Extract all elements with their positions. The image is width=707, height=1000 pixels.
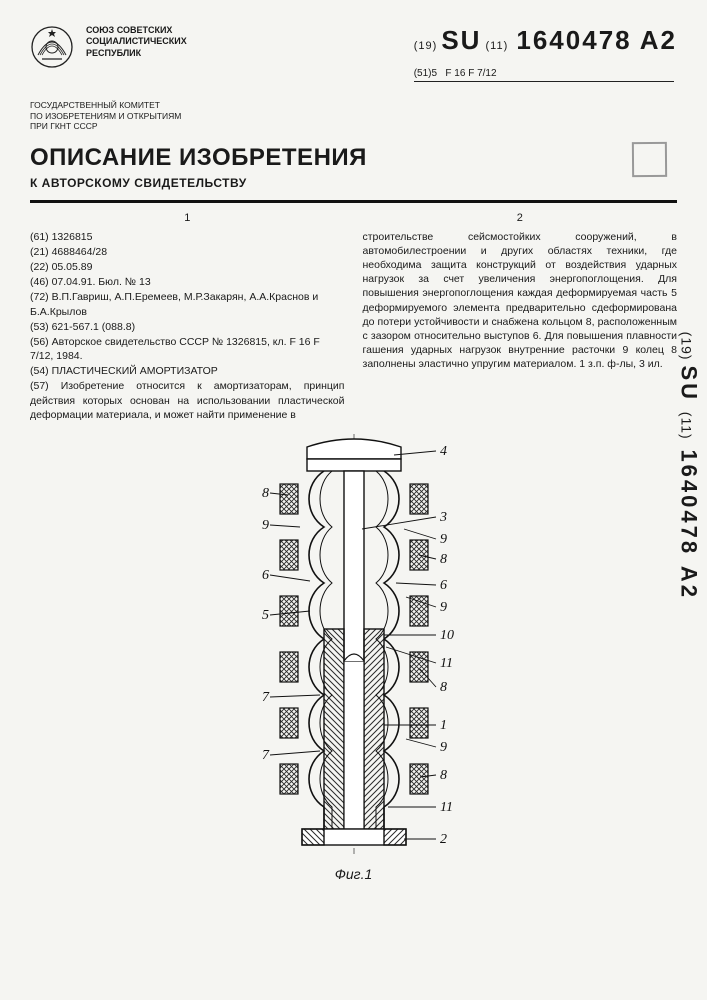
side-kind: A2 <box>676 566 701 600</box>
pub-number-prefix: (11) <box>486 40 509 52</box>
callout: 7 <box>262 748 270 763</box>
issuer-line: СОЦИАЛИСТИЧЕСКИХ <box>86 36 187 47</box>
biblio-61: (61) 1326815 <box>30 230 345 244</box>
callout: 9 <box>440 740 447 755</box>
document-subtitle: К АВТОРСКОМУ СВИДЕТЕЛЬСТВУ <box>30 176 677 190</box>
ipc-value: F 16 F 7/12 <box>445 68 496 79</box>
biblio-72: (72) В.П.Гавриш, А.П.Еремеев, М.Р.Закаря… <box>30 290 345 318</box>
ipc-prefix: (51)5 <box>414 68 437 79</box>
biblio-53: (53) 621-567.1 (088.8) <box>30 320 345 334</box>
callout: 1 <box>440 718 447 733</box>
abstract-continued: строительстве сейсмостойких сооружений, … <box>363 230 678 372</box>
callout: 5 <box>262 608 269 623</box>
callout: 4 <box>440 444 447 459</box>
committee-line: ПРИ ГКНТ СССР <box>30 121 677 132</box>
callout: 8 <box>262 486 269 501</box>
callout: 2 <box>440 832 447 847</box>
callout: 6 <box>262 568 269 583</box>
pub-number: 1640478 <box>516 25 631 55</box>
pub-country-code: SU <box>441 25 481 55</box>
side-cc: SU <box>676 365 701 402</box>
shock-absorber-drawing-icon: 8 9 6 5 7 7 4 3 9 8 6 9 10 <box>204 429 504 859</box>
callout: 7 <box>262 690 270 705</box>
biblio-54: (54) ПЛАСТИЧЕСКИЙ АМОРТИЗАТОР <box>30 364 345 378</box>
side-publication-code: (19) SU (11) 1640478 A2 <box>675 332 701 600</box>
title-rule <box>30 200 677 203</box>
stamp-text <box>648 158 651 169</box>
callout: 9 <box>262 518 269 533</box>
committee-line: ГОСУДАРСТВЕННЫЙ КОМИТЕТ <box>30 100 677 111</box>
biblio-21: (21) 4688464/28 <box>30 245 345 259</box>
header-row: СОЮЗ СОВЕТСКИХ СОЦИАЛИСТИЧЕСКИХ РЕСПУБЛИ… <box>30 25 677 82</box>
callout: 9 <box>440 532 447 547</box>
document-title: ОПИСАНИЕ ИЗОБРЕТЕНИЯ <box>30 144 367 172</box>
committee-name: ГОСУДАРСТВЕННЫЙ КОМИТЕТ ПО ИЗОБРЕТЕНИЯМ … <box>30 100 677 132</box>
title-block: ОПИСАНИЕ ИЗОБРЕТЕНИЯ К АВТОРСКОМУ СВИДЕТ… <box>30 144 677 190</box>
side-prefix: (19) <box>678 332 694 361</box>
callout: 8 <box>440 768 447 783</box>
ipc-line: (51)5 F 16 F 7/12 <box>414 68 677 79</box>
side-number: 1640478 <box>676 449 701 556</box>
callout: 11 <box>440 656 453 671</box>
committee-line: ПО ИЗОБРЕТЕНИЯМ И ОТКРЫТИЯМ <box>30 111 677 122</box>
callout: 8 <box>440 680 447 695</box>
callout: 11 <box>440 800 453 815</box>
issuer-line: РЕСПУБЛИК <box>86 48 187 59</box>
column-number: 1 <box>30 211 345 226</box>
pub-country-prefix: (19) <box>414 40 438 52</box>
issuer-name: СОЮЗ СОВЕТСКИХ СОЦИАЛИСТИЧЕСКИХ РЕСПУБЛИ… <box>86 25 187 59</box>
biblio-46: (46) 07.04.91. Бюл. № 13 <box>30 275 345 289</box>
issuer-line: СОЮЗ СОВЕТСКИХ <box>86 25 187 36</box>
publication-codes: (19) SU (11) 1640478 A2 (51)5 F 16 F 7/1… <box>414 25 677 82</box>
ussr-emblem-icon <box>30 25 74 69</box>
callout: 10 <box>440 628 454 643</box>
biblio-54-prefix: (54) <box>30 365 52 377</box>
callout: 3 <box>439 510 447 525</box>
callout: 6 <box>440 578 447 593</box>
biblio-22: (22) 05.05.89 <box>30 260 345 274</box>
invention-title: ПЛАСТИЧЕСКИЙ АМОРТИЗАТОР <box>52 365 218 377</box>
column-right: 2 строительстве сейсмостойких сооружений… <box>363 211 678 423</box>
ipc-underline <box>414 81 674 82</box>
callout: 9 <box>440 600 447 615</box>
column-left: 1 (61) 1326815 (21) 4688464/28 (22) 05.0… <box>30 211 345 423</box>
figure-label: Фиг.1 <box>30 866 677 882</box>
column-number: 2 <box>363 211 678 226</box>
stamp-text <box>648 147 651 158</box>
pub-kind: A2 <box>640 25 677 55</box>
biblio-56: (56) Авторское свидетельство СССР № 1326… <box>30 335 345 363</box>
figure-1: 8 9 6 5 7 7 4 3 9 8 6 9 10 <box>30 429 677 882</box>
callout: 8 <box>440 552 447 567</box>
publication-number-line: (19) SU (11) 1640478 A2 <box>414 25 677 56</box>
two-column-body: 1 (61) 1326815 (21) 4688464/28 (22) 05.0… <box>30 211 677 423</box>
registration-stamp <box>632 142 667 177</box>
biblio-57: (57) Изобретение относится к амортизатор… <box>30 379 345 422</box>
side-prefix2: (11) <box>678 412 694 440</box>
